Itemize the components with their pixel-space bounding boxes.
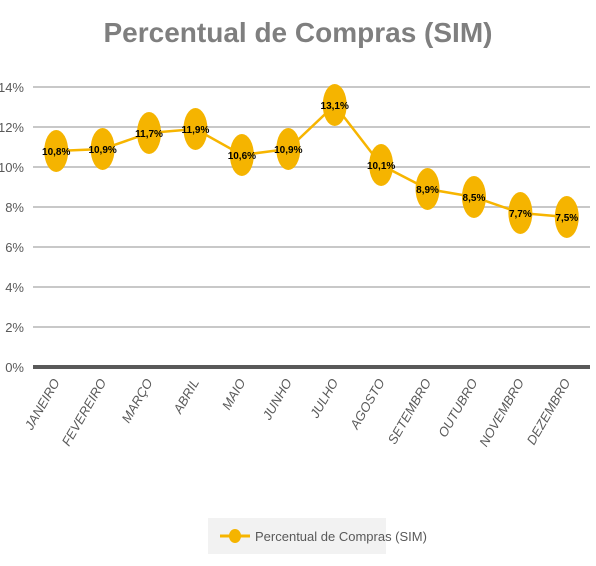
data-label: 7,7% bbox=[509, 209, 532, 220]
x-tick-label: JUNHO bbox=[259, 376, 295, 423]
series-lines bbox=[56, 103, 567, 219]
y-tick-label: 8% bbox=[5, 200, 24, 215]
x-tick-label: FEVEREIRO bbox=[59, 376, 110, 449]
data-label: 13,1% bbox=[321, 101, 349, 112]
x-tick-label: MAIO bbox=[219, 376, 249, 412]
grid-lines bbox=[33, 86, 590, 369]
x-tick-label: SETEMBRO bbox=[385, 376, 434, 447]
x-tick-label: JANEIRO bbox=[21, 376, 63, 433]
data-label: 7,5% bbox=[555, 213, 578, 224]
data-point bbox=[276, 128, 301, 170]
data-label: 10,1% bbox=[367, 161, 395, 172]
data-labels: 10,8% 10,9% 11,7% 11,9% 10,6% 10,9% 13,1% 10,1%… bbox=[42, 101, 578, 224]
data-point bbox=[229, 134, 254, 176]
y-tick-label: 14% bbox=[0, 80, 24, 95]
data-point bbox=[461, 176, 486, 218]
data-point bbox=[183, 108, 208, 150]
data-point bbox=[322, 84, 347, 126]
data-point bbox=[508, 192, 533, 234]
legend-label: Percentual de Compras (SIM) bbox=[255, 529, 427, 544]
data-point bbox=[369, 144, 394, 186]
data-label: 10,9% bbox=[88, 145, 116, 156]
data-label: 11,9% bbox=[182, 125, 210, 136]
data-label: 10,9% bbox=[274, 145, 302, 156]
y-tick-label: 6% bbox=[5, 240, 24, 255]
data-point bbox=[137, 112, 162, 154]
x-tick-label: AGOSTO bbox=[347, 376, 388, 432]
data-points bbox=[44, 84, 579, 238]
data-point bbox=[554, 196, 579, 238]
data-point bbox=[415, 168, 440, 210]
data-label: 10,6% bbox=[228, 151, 256, 162]
x-tick-label: ABRIL bbox=[170, 376, 202, 417]
x-tick-label: MARÇO bbox=[118, 376, 155, 425]
data-point bbox=[90, 128, 115, 170]
data-label: 10,8% bbox=[42, 147, 70, 158]
y-tick-label: 2% bbox=[5, 320, 24, 335]
legend: Percentual de Compras (SIM) bbox=[208, 518, 427, 554]
y-tick-label: 10% bbox=[0, 160, 24, 175]
legend-marker-swatch bbox=[229, 529, 241, 543]
data-label: 8,9% bbox=[416, 185, 439, 196]
data-label: 11,7% bbox=[135, 129, 163, 140]
series-line bbox=[56, 103, 567, 219]
data-label: 8,5% bbox=[463, 193, 486, 204]
x-tick-label: JULHO bbox=[307, 376, 342, 421]
x-tick-label: NOVEMBRO bbox=[476, 376, 527, 449]
y-axis-tick-labels: 0% 2% 4% 6% 8% 10% 12% 14% bbox=[0, 80, 24, 375]
y-tick-label: 4% bbox=[5, 280, 24, 295]
data-point bbox=[44, 130, 69, 172]
y-tick-label: 0% bbox=[5, 360, 24, 375]
x-tick-label: DEZEMBRO bbox=[524, 376, 574, 447]
x-tick-label: OUTUBRO bbox=[435, 376, 480, 440]
chart-title: Percentual de Compras (SIM) bbox=[104, 17, 493, 48]
y-tick-label: 12% bbox=[0, 120, 24, 135]
